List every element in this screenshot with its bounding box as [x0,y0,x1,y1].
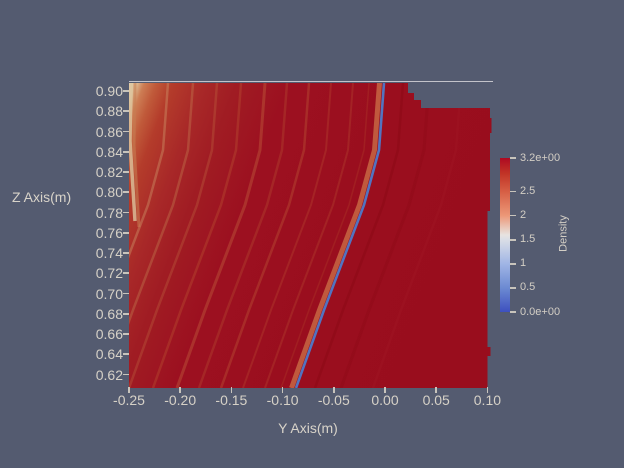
z-tick-mark [123,130,129,133]
y-tick-mark [384,387,386,393]
z-tick-label: 0.84 [95,143,123,160]
y-tick-mark [486,387,489,393]
z-tick-mark [123,373,129,376]
z-tick-mark [123,252,129,254]
colorbar-tick-label: 0.0e+00 [520,305,561,318]
density-field [129,83,492,388]
z-tick-label: 0.66 [95,326,123,342]
edge-gradient-sliver [129,83,141,228]
z-tick-label: 0.64 [95,346,123,363]
y-tick-label: -0.05 [317,392,350,408]
colorbar-tick-mark [510,311,516,313]
z-tick-mark [123,150,129,153]
z-tick-mark [123,90,129,92]
colorbar[interactable] [500,158,510,312]
colorbar-tick-label: 0.5 [520,281,536,294]
z-tick-mark [123,333,129,335]
colorbar-tick-label: 2 [520,209,527,222]
z-tick-label: 0.70 [95,285,123,302]
z-axis-title: Z Axis(m) [12,189,72,205]
z-tick-mark [123,110,129,113]
z-tick-label: 0.78 [95,204,123,221]
y-tick-label: -0.20 [164,392,197,408]
colorbar-tick-label: 3.2e+00 [520,151,561,164]
z-tick-mark [123,272,129,275]
colorbar-title: Density [557,215,570,252]
colorbar-tick-mark [510,239,516,241]
colorbar-tick-mark [510,190,516,193]
y-tick-label: 0.05 [422,392,450,408]
y-tick-label: 0.10 [473,392,502,408]
y-axis-title: Y Axis(m) [278,420,338,436]
y-tick-mark [179,387,181,393]
z-tick-mark [123,191,129,194]
y-tick-mark [230,387,233,393]
z-tick-label: 0.80 [95,184,123,201]
z-tick-mark [123,211,129,214]
y-tick-label: -0.25 [113,392,145,408]
z-tick-mark [123,312,129,315]
z-tick-mark [123,231,129,234]
colorbar-tick-label: 2.5 [520,185,536,198]
y-tick-mark [281,387,284,393]
colorbar-tick-label: 1 [520,257,527,270]
y-tick-mark [435,387,437,393]
z-tick-label: 0.76 [95,224,123,241]
z-tick-label: 0.82 [95,164,123,180]
z-tick-mark [123,171,129,173]
z-tick-label: 0.74 [95,245,123,261]
colorbar-tick-label: 1.5 [520,233,536,246]
colorbar-tick-mark [510,287,516,289]
top-reference-line [129,81,493,83]
z-tick-label: 0.86 [95,123,123,140]
z-tick-label: 0.90 [95,83,123,99]
z-tick-mark [123,292,129,295]
z-tick-label: 0.68 [95,305,123,322]
colorbar-tick-mark [510,215,516,217]
y-tick-label: 0.00 [371,392,399,408]
z-tick-mark [123,353,129,356]
z-tick-label: 0.62 [95,366,123,383]
y-tick-mark [333,387,335,393]
colorbar-tick-mark [510,263,516,265]
y-tick-mark [128,387,130,393]
z-tick-label: 0.72 [95,265,123,282]
y-tick-label: -0.10 [266,392,299,408]
density-heatmap-canvas[interactable] [129,81,495,389]
colorbar-tick-mark [510,157,516,159]
z-tick-label: 0.88 [95,103,123,120]
y-tick-label: -0.15 [215,392,248,408]
